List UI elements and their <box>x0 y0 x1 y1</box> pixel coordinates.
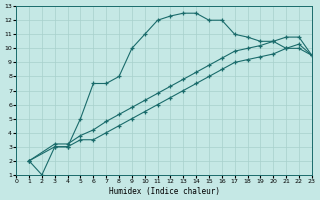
X-axis label: Humidex (Indice chaleur): Humidex (Indice chaleur) <box>108 187 220 196</box>
